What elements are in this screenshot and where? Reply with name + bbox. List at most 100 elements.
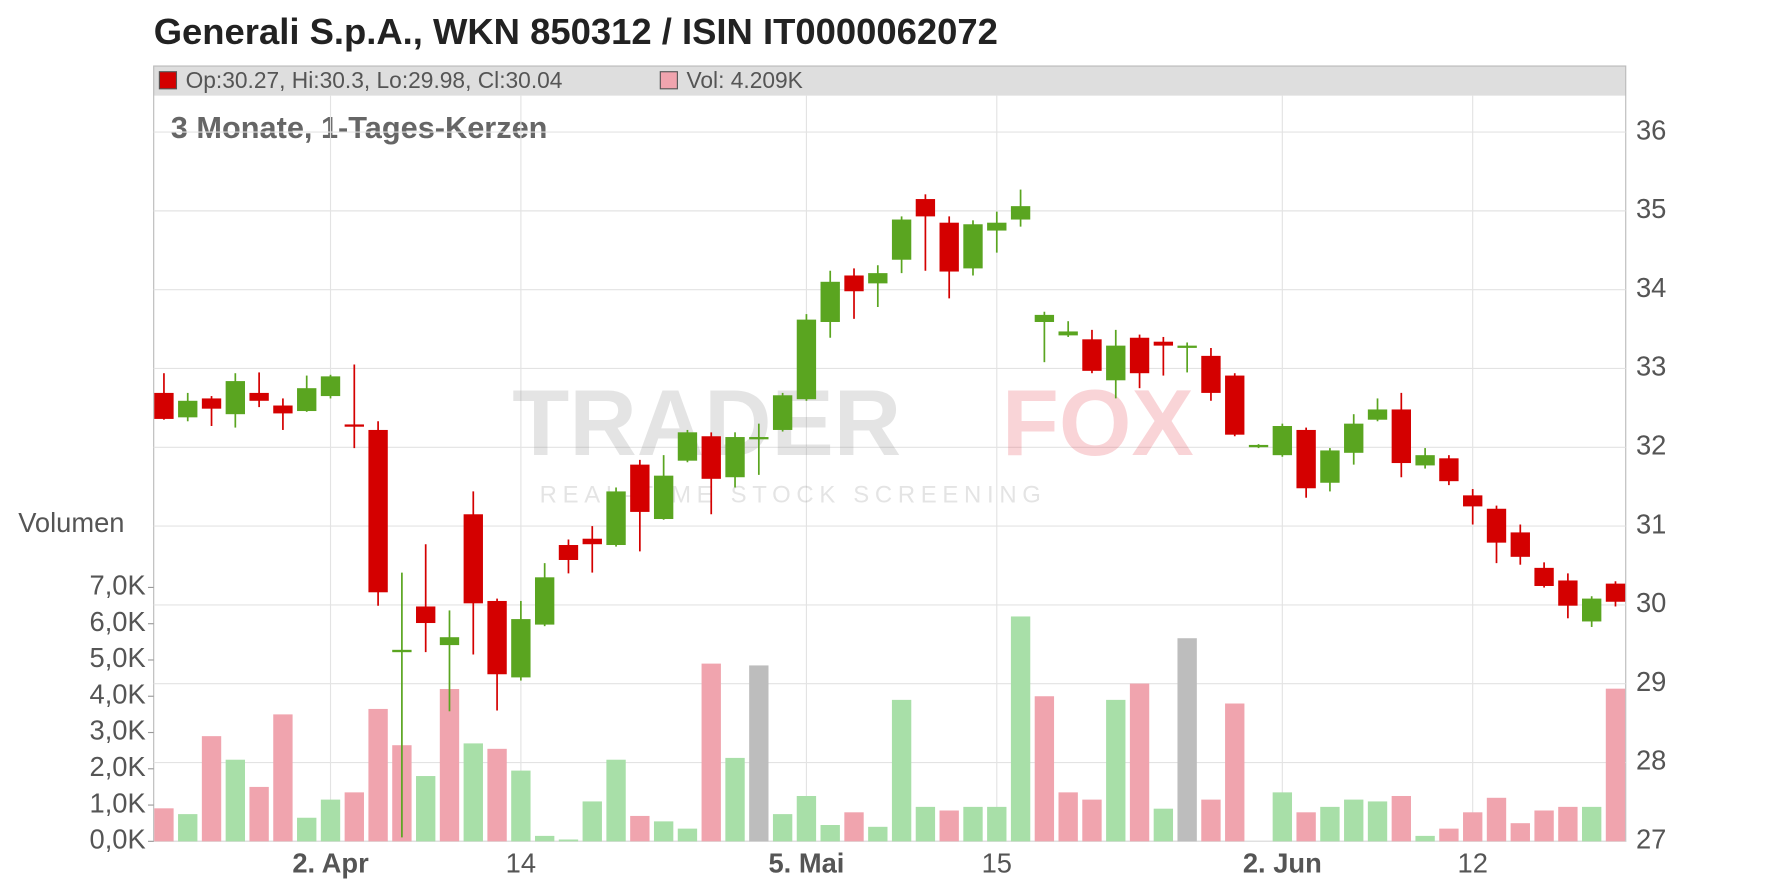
candle-body <box>987 222 1007 231</box>
x-tick-label: 2. Jun <box>1243 847 1322 878</box>
volume-bar <box>796 795 817 842</box>
candle-body <box>1367 409 1388 420</box>
candle-body <box>1225 375 1245 435</box>
volume-bar <box>1463 812 1483 842</box>
candle-body <box>273 405 293 414</box>
y-tick-label: 29 <box>1636 666 1666 697</box>
volume-bar <box>1510 823 1530 842</box>
legend-label: Vol: 4.209K <box>686 67 802 93</box>
candle-body <box>939 222 959 272</box>
y2-tick-label: 7,0K <box>90 570 146 601</box>
candle-body <box>1058 331 1078 336</box>
candle-body <box>1605 583 1626 602</box>
candle-body <box>820 281 840 322</box>
candle-body <box>1106 345 1126 381</box>
candle-body <box>1320 450 1340 483</box>
candle-body <box>1558 580 1578 606</box>
volume-bar <box>1391 795 1411 842</box>
candle-body <box>749 437 769 440</box>
y-tick-label: 28 <box>1636 745 1666 776</box>
y2-tick-label: 0,0K <box>90 824 146 855</box>
watermark: TRADER FOX REAL-TIME STOCK SCREENING <box>512 370 1193 509</box>
x-tick-label: 5. Mai <box>768 847 844 878</box>
candle-body <box>154 392 174 419</box>
candle-body <box>701 436 721 479</box>
volume-bar <box>1034 696 1055 842</box>
volume-bar <box>416 776 436 842</box>
y2-tick-label: 3,0K <box>90 715 146 746</box>
volume-bar <box>582 801 602 842</box>
y-tick-label: 35 <box>1636 193 1666 224</box>
volume-axis-label: Volumen <box>18 507 124 538</box>
y2-tick-label: 6,0K <box>90 606 146 637</box>
x-tick-label: 2. Apr <box>292 847 369 878</box>
volume-bar <box>1153 808 1174 842</box>
volume-bar <box>725 757 745 842</box>
candle-body <box>606 491 626 546</box>
candle-body <box>1296 429 1316 489</box>
candle-body <box>653 475 674 520</box>
volume-bar <box>677 828 698 842</box>
volume-bar <box>487 748 507 842</box>
y-tick-label: 31 <box>1636 508 1666 539</box>
candle-body <box>1177 345 1197 348</box>
candle-body <box>249 392 269 401</box>
candle-body <box>963 224 983 269</box>
volume-bar <box>1010 616 1031 842</box>
volume-bar <box>987 806 1007 842</box>
volume-bar <box>178 814 198 842</box>
candle-body <box>772 395 793 430</box>
candle-body <box>1129 337 1150 374</box>
candle-body <box>416 606 436 624</box>
volume-bar <box>1296 812 1316 842</box>
candle-body <box>1201 355 1221 393</box>
volume-bar <box>1605 688 1626 842</box>
volume-bar <box>939 810 959 842</box>
volume-bar <box>1415 835 1435 842</box>
y2-tick-label: 5,0K <box>90 642 146 673</box>
candle-body <box>225 381 246 415</box>
candle-body <box>534 577 555 625</box>
candle-body <box>201 398 222 409</box>
x-tick-label: 14 <box>506 847 536 878</box>
candle-body <box>1010 206 1031 220</box>
y-tick-label: 33 <box>1636 351 1666 382</box>
candle-body <box>844 275 864 292</box>
candle-body <box>1344 423 1364 453</box>
candle-body <box>1534 567 1554 586</box>
candle-body <box>392 649 412 653</box>
volume-bar <box>1439 828 1459 842</box>
candle-body <box>796 319 817 400</box>
info-bar <box>153 66 1626 96</box>
candle-body <box>1415 455 1435 466</box>
candle-body <box>1153 341 1174 346</box>
volume-bar <box>891 699 912 842</box>
candle-body <box>1034 314 1055 322</box>
candle-body <box>368 429 388 593</box>
candle-body <box>1582 598 1602 622</box>
watermark-text: FOX <box>1002 370 1194 475</box>
volume-bar <box>1177 638 1197 842</box>
volume-bar <box>749 665 769 842</box>
volume-bar <box>1558 806 1578 842</box>
volume-bar <box>653 821 674 842</box>
candle-body <box>891 219 912 260</box>
y2-tick-label: 4,0K <box>90 678 146 709</box>
candle-body <box>1486 508 1507 543</box>
volume-bar <box>225 759 246 842</box>
volume-bar <box>534 835 555 842</box>
candle-body <box>868 273 888 284</box>
volume-bar <box>820 825 840 842</box>
volume-bar <box>1201 799 1221 842</box>
volume-bar <box>606 759 626 842</box>
y-tick-label: 34 <box>1636 272 1666 303</box>
volume-bar <box>630 815 650 842</box>
volume-bar <box>1272 792 1293 842</box>
candle-body <box>320 376 341 397</box>
volume-bar <box>1534 810 1554 842</box>
volume-bar <box>558 839 579 842</box>
chart-title: Generali S.p.A., WKN 850312 / ISIN IT000… <box>154 11 998 52</box>
candle-body <box>487 600 507 675</box>
volume-bar <box>1344 799 1364 842</box>
volume-bar <box>1582 806 1602 842</box>
